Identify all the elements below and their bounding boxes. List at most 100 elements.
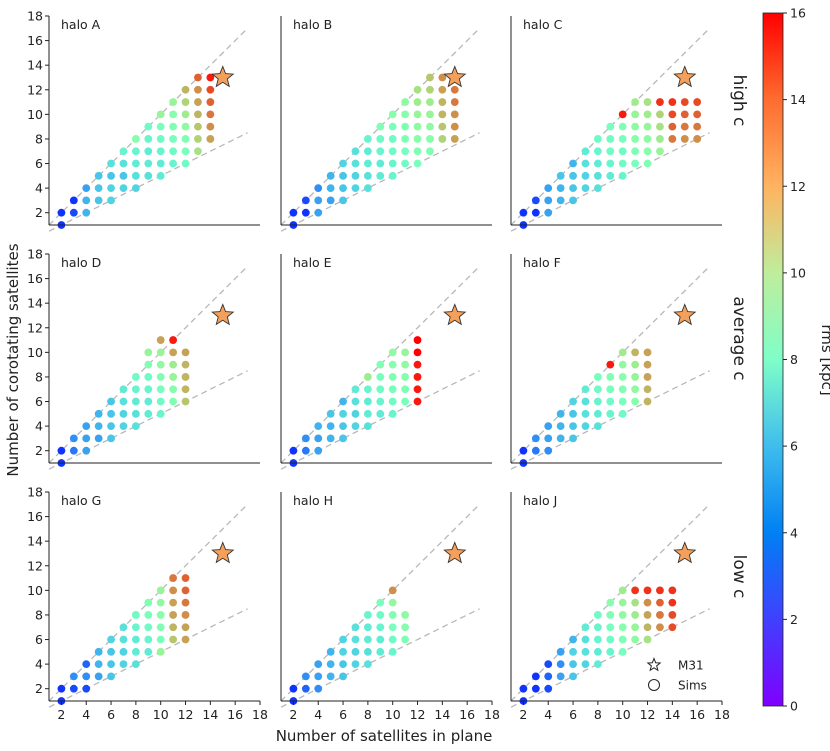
reference-line	[280, 608, 480, 708]
colorbar-tick-label: 8	[790, 352, 798, 367]
sim-point	[301, 196, 310, 205]
sim-point	[351, 660, 360, 669]
sim-point	[107, 635, 115, 644]
y-tick-label: 16	[27, 33, 43, 48]
sim-point	[181, 110, 190, 119]
sim-point	[401, 159, 410, 168]
sim-point	[144, 373, 153, 381]
sim-point	[194, 110, 202, 119]
x-tick-label: 6	[339, 707, 347, 722]
sim-point	[169, 336, 178, 344]
sim-point	[169, 586, 178, 595]
sim-point	[631, 598, 640, 607]
sim-point	[544, 660, 553, 669]
x-tick-label: 14	[664, 707, 680, 722]
x-tick-label: 16	[227, 707, 243, 722]
sim-point	[119, 647, 128, 656]
sim-point	[531, 196, 540, 205]
sim-point	[131, 147, 140, 156]
sim-point	[169, 574, 178, 582]
sim-point	[194, 73, 202, 82]
reference-line	[280, 27, 481, 226]
sim-point	[618, 397, 627, 406]
x-tick-label: 14	[434, 707, 450, 722]
sim-point	[413, 385, 422, 394]
sim-point	[301, 208, 310, 217]
sim-point	[181, 623, 190, 632]
sim-point	[656, 623, 664, 632]
sim-point	[144, 623, 153, 632]
sim-point	[131, 184, 140, 193]
y-tick-label: 2	[35, 681, 43, 696]
sim-point	[606, 635, 615, 644]
sim-point	[363, 623, 372, 632]
sim-point	[606, 647, 615, 656]
sim-point	[351, 635, 360, 644]
sim-point	[606, 122, 615, 131]
sim-point	[556, 422, 565, 431]
sim-point	[107, 196, 115, 205]
sim-point	[339, 159, 347, 168]
sim-point	[388, 110, 397, 119]
sim-point	[401, 373, 410, 381]
sim-point	[426, 110, 434, 119]
sim-point	[544, 208, 553, 217]
sim-point	[376, 122, 385, 131]
m31-star	[673, 541, 697, 564]
sim-point	[206, 135, 215, 143]
sim-point	[593, 171, 602, 180]
sim-point	[314, 672, 323, 681]
sim-point	[581, 385, 590, 394]
sim-point	[450, 135, 459, 143]
x-tick-label: 18	[714, 707, 730, 722]
sim-point	[181, 122, 190, 131]
y-tick-label: 8	[35, 607, 43, 622]
colorbar-tick-label: 10	[790, 265, 806, 280]
sim-point	[351, 184, 360, 193]
sim-point	[326, 171, 335, 180]
sim-point	[156, 611, 165, 619]
x-tick-label: 14	[202, 707, 218, 722]
panel-halo-b: halo B	[280, 16, 492, 232]
sim-point	[351, 147, 360, 156]
sim-point	[169, 360, 178, 369]
sim-point	[401, 385, 410, 394]
panel-label: halo A	[61, 17, 101, 32]
sim-point	[668, 598, 677, 607]
sim-point	[531, 684, 540, 693]
sim-point	[426, 85, 434, 94]
sim-point	[593, 397, 602, 406]
sim-point	[618, 385, 627, 394]
sim-point	[326, 434, 335, 443]
colorbar-title: rms [kpc]	[818, 324, 830, 395]
sim-point	[606, 159, 615, 168]
x-tick-label: 6	[107, 707, 115, 722]
sim-point	[606, 373, 615, 381]
sim-point	[593, 147, 602, 156]
sim-point	[144, 348, 153, 357]
legend-label: M31	[678, 659, 704, 673]
sim-point	[156, 647, 165, 656]
sim-point	[181, 385, 190, 394]
colorbar-tick-label: 14	[790, 92, 806, 107]
y-tick-label: 18	[27, 9, 43, 24]
sim-point	[156, 171, 165, 180]
sim-point	[401, 348, 410, 357]
panel-halo-j: halo J 2 4 6 8 10 12 14 16 18	[510, 492, 730, 722]
x-tick-label: 12	[178, 707, 194, 722]
panel-halo-e: halo E	[280, 254, 492, 470]
sim-point	[82, 196, 91, 205]
sim-point	[181, 598, 190, 607]
panels-grid: halo A 2 4 6 8 10 12 14 16 18 halo B halo C halo D 2 4…	[27, 9, 730, 723]
sim-point	[376, 397, 385, 406]
sim-point	[593, 373, 602, 381]
sim-point	[631, 348, 640, 357]
sim-point	[206, 73, 215, 82]
sim-point	[426, 147, 434, 156]
sim-point	[656, 611, 664, 619]
sim-point	[693, 110, 702, 119]
sim-point	[351, 171, 360, 180]
sim-point	[156, 385, 165, 394]
sim-point	[581, 660, 590, 669]
sim-point	[144, 647, 153, 656]
